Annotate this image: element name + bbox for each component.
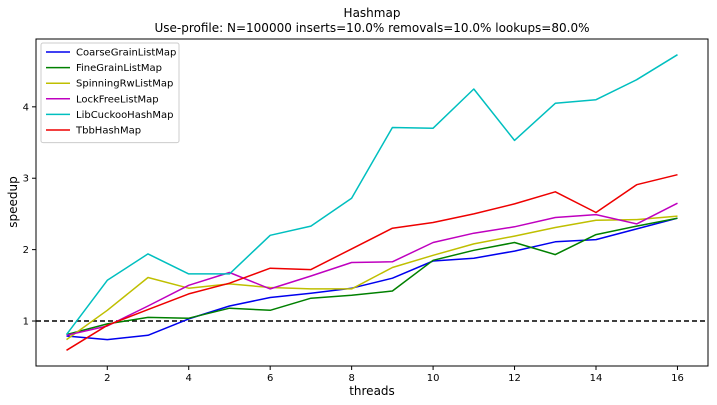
legend-label-1: FineGrainListMap	[76, 63, 162, 74]
series-line-4	[65, 54, 678, 336]
legend-label-2: SpinningRwListMap	[76, 79, 173, 90]
y-tick-label: 3	[23, 174, 29, 185]
series-line-1	[66, 217, 678, 336]
x-tick-label: 10	[427, 373, 440, 384]
x-tick-label: 12	[508, 373, 521, 384]
chart-subtitle: Use-profile: N=100000 inserts=10.0% remo…	[155, 21, 590, 35]
plot-frame	[35, 38, 709, 367]
chart-title: Hashmap	[344, 6, 401, 20]
series-line-3	[66, 202, 678, 337]
legend-label-3: LockFreeListMap	[76, 94, 159, 105]
x-tick-label: 4	[186, 373, 192, 384]
x-tick-label: 16	[671, 373, 684, 384]
y-axis-label: speedup	[6, 176, 20, 227]
y-tick-label: 4	[23, 102, 29, 113]
legend-label-0: CoarseGrainListMap	[76, 48, 176, 59]
legend-box	[40, 42, 180, 144]
y-tick-label: 2	[23, 245, 29, 256]
x-axis-label: threads	[349, 384, 395, 398]
legend-label-5: TbbHashMap	[75, 126, 141, 137]
x-tick-label: 8	[348, 373, 354, 384]
series-line-5	[66, 173, 678, 351]
legend-label-4: LibCuckooHashMap	[76, 110, 174, 121]
series-line-2	[66, 215, 678, 341]
series-line-0	[66, 217, 678, 341]
y-tick-label: 1	[23, 317, 29, 328]
plot-area: 2 4 6 8 10 12 14 161234CoarseGrainListMapFineGr…	[23, 38, 709, 384]
x-tick-label: 2	[104, 373, 110, 384]
x-tick-label: 6	[267, 373, 273, 384]
x-tick-label: 14	[590, 373, 603, 384]
